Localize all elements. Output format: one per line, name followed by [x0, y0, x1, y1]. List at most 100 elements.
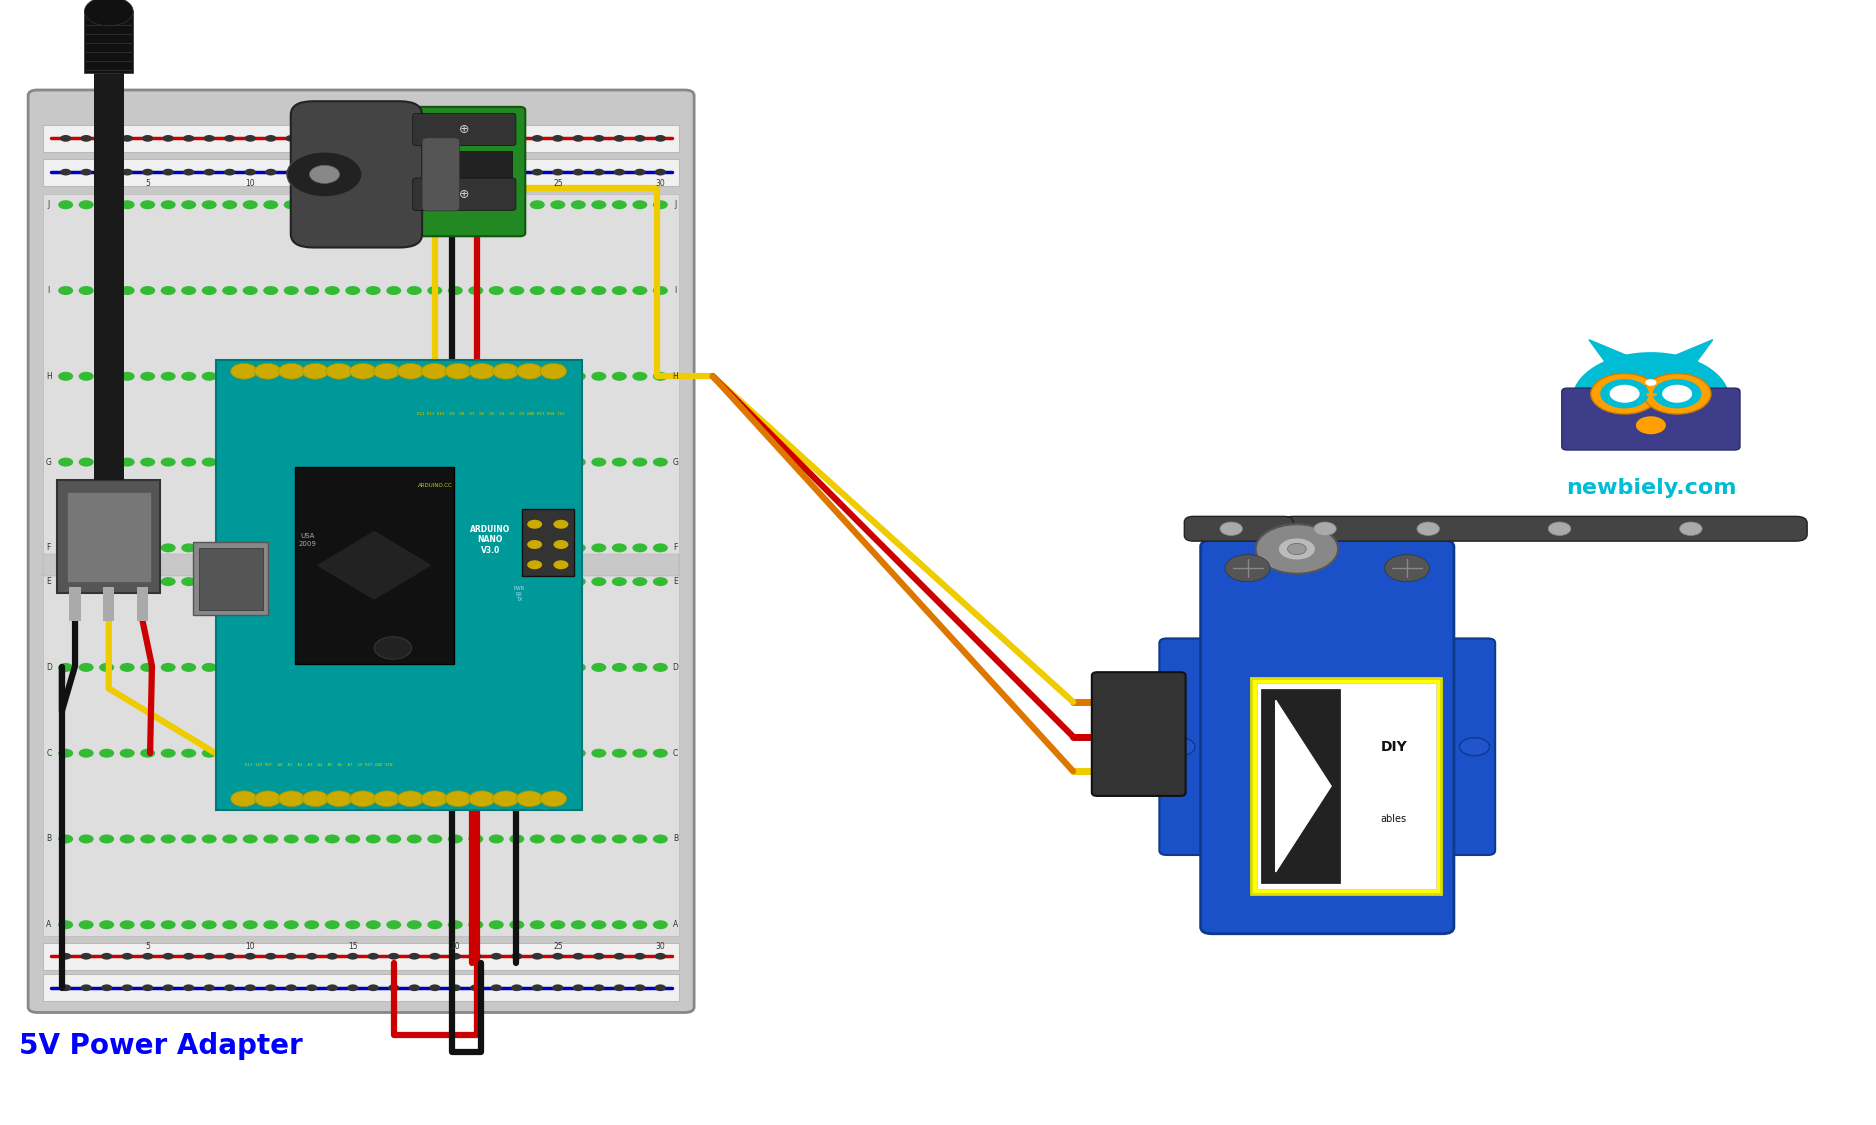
Bar	[69, 587, 81, 621]
Circle shape	[366, 200, 381, 209]
Circle shape	[306, 169, 317, 176]
Circle shape	[591, 371, 606, 380]
Circle shape	[349, 363, 375, 379]
Circle shape	[373, 363, 400, 379]
Polygon shape	[1670, 340, 1713, 368]
Circle shape	[448, 749, 463, 758]
Circle shape	[221, 663, 236, 672]
Circle shape	[161, 835, 176, 844]
Circle shape	[493, 791, 520, 807]
Circle shape	[58, 749, 73, 758]
Circle shape	[345, 543, 360, 552]
Circle shape	[428, 920, 443, 929]
Circle shape	[221, 835, 236, 844]
Circle shape	[632, 663, 647, 672]
Circle shape	[304, 577, 319, 586]
Circle shape	[492, 953, 503, 960]
Circle shape	[612, 286, 627, 295]
Circle shape	[510, 984, 522, 991]
Circle shape	[493, 363, 520, 379]
Circle shape	[653, 749, 668, 758]
Circle shape	[283, 663, 298, 672]
Circle shape	[221, 458, 236, 467]
Circle shape	[409, 135, 420, 142]
Circle shape	[632, 749, 647, 758]
Circle shape	[79, 543, 94, 552]
Circle shape	[1653, 379, 1702, 408]
Text: D12 D11 D10  D9  D8  D7  D6  D5  D4  D3  D2 GND RST RX0 TX1: D12 D11 D10 D9 D8 D7 D6 D5 D4 D3 D2 GND …	[416, 412, 565, 416]
Circle shape	[450, 169, 461, 176]
Circle shape	[242, 749, 257, 758]
Circle shape	[244, 984, 255, 991]
Bar	[84, 11, 133, 73]
Circle shape	[285, 953, 296, 960]
Circle shape	[304, 200, 319, 209]
Circle shape	[265, 169, 276, 176]
Circle shape	[143, 953, 154, 960]
Circle shape	[448, 286, 463, 295]
Circle shape	[490, 543, 505, 552]
Circle shape	[653, 200, 668, 209]
Circle shape	[508, 663, 523, 672]
Circle shape	[184, 169, 195, 176]
Circle shape	[120, 577, 135, 586]
Circle shape	[550, 458, 565, 467]
Circle shape	[531, 953, 542, 960]
Circle shape	[529, 458, 544, 467]
Text: 5V Power Adapter: 5V Power Adapter	[19, 1033, 302, 1060]
Circle shape	[182, 663, 197, 672]
Circle shape	[490, 663, 505, 672]
Circle shape	[203, 749, 218, 758]
Circle shape	[529, 371, 544, 380]
Circle shape	[221, 749, 236, 758]
Circle shape	[304, 663, 319, 672]
Text: 5: 5	[144, 942, 150, 951]
Circle shape	[490, 577, 505, 586]
Circle shape	[632, 835, 647, 844]
Circle shape	[632, 920, 647, 929]
Circle shape	[527, 560, 542, 569]
Circle shape	[570, 286, 585, 295]
Circle shape	[612, 371, 627, 380]
FancyBboxPatch shape	[413, 114, 516, 145]
Circle shape	[572, 169, 583, 176]
Circle shape	[407, 577, 422, 586]
Circle shape	[141, 200, 156, 209]
Circle shape	[612, 749, 627, 758]
Circle shape	[161, 663, 176, 672]
Text: I: I	[673, 286, 677, 295]
Circle shape	[141, 663, 156, 672]
Circle shape	[326, 363, 353, 379]
Circle shape	[163, 984, 174, 991]
Text: 10: 10	[246, 942, 255, 951]
Circle shape	[428, 371, 443, 380]
Circle shape	[508, 458, 523, 467]
Circle shape	[347, 984, 358, 991]
Circle shape	[490, 371, 505, 380]
Circle shape	[632, 371, 647, 380]
Circle shape	[398, 791, 424, 807]
Circle shape	[58, 200, 73, 209]
Circle shape	[366, 543, 381, 552]
Circle shape	[182, 543, 197, 552]
Circle shape	[242, 835, 257, 844]
Circle shape	[182, 835, 197, 844]
Circle shape	[613, 169, 625, 176]
Circle shape	[325, 920, 340, 929]
Circle shape	[304, 286, 319, 295]
Circle shape	[283, 749, 298, 758]
Circle shape	[469, 663, 484, 672]
Circle shape	[325, 577, 340, 586]
Circle shape	[428, 835, 443, 844]
Circle shape	[120, 286, 135, 295]
Text: ⊕: ⊕	[460, 188, 469, 200]
Circle shape	[203, 200, 218, 209]
Bar	[456, 151, 512, 199]
Text: E: E	[673, 577, 677, 586]
Circle shape	[304, 920, 319, 929]
Bar	[43, 943, 679, 970]
Circle shape	[550, 286, 565, 295]
Circle shape	[553, 560, 568, 569]
Circle shape	[263, 577, 278, 586]
Circle shape	[263, 286, 278, 295]
